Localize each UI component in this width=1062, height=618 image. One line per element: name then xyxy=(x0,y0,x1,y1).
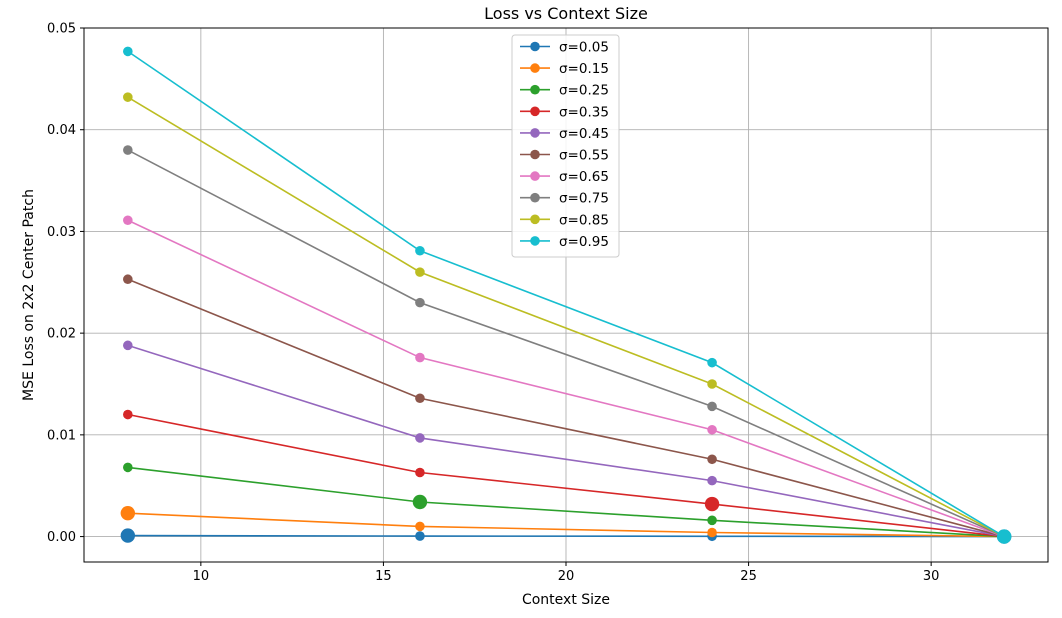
y-tick-label: 0.00 xyxy=(47,530,76,545)
chart-title: Loss vs Context Size xyxy=(484,4,648,23)
series-line xyxy=(127,534,1005,538)
legend-marker xyxy=(530,128,540,138)
y-tick-label: 0.03 xyxy=(47,225,76,240)
legend-label: σ=0.75 xyxy=(559,191,609,207)
highlight-point xyxy=(996,529,1012,544)
y-tick-label: 0.05 xyxy=(47,22,76,37)
series-4 xyxy=(123,340,1009,542)
data-point xyxy=(707,475,717,486)
data-point xyxy=(123,409,133,420)
y-tick-label: 0.01 xyxy=(47,428,76,443)
x-tick-label: 15 xyxy=(375,569,392,584)
legend-label: σ=0.35 xyxy=(559,104,609,120)
legend-label: σ=0.05 xyxy=(559,40,609,56)
legend: σ=0.05 σ=0.15 σ=0.25 σ=0.35 σ=0.45 σ=0.55 σ=0.… xyxy=(511,34,620,258)
data-point xyxy=(707,379,717,389)
data-point xyxy=(707,454,717,465)
legend-label: σ=0.25 xyxy=(559,83,609,99)
legend-item: σ=0.95 xyxy=(520,234,609,250)
data-point xyxy=(415,521,425,532)
legend-marker xyxy=(530,171,540,181)
series-line xyxy=(127,278,1005,538)
legend-marker xyxy=(530,149,540,160)
data-point xyxy=(415,393,425,404)
legend-item: σ=0.45 xyxy=(520,126,609,142)
data-point xyxy=(123,145,133,155)
legend-label: σ=0.65 xyxy=(559,169,609,185)
legend-item: σ=0.55 xyxy=(520,148,609,164)
series-9 xyxy=(123,46,1012,544)
data-point xyxy=(707,401,717,412)
data-point xyxy=(123,462,133,473)
series-line xyxy=(127,219,1005,538)
series-layer xyxy=(120,46,1012,544)
legend-marker xyxy=(530,192,540,203)
data-point xyxy=(415,245,425,256)
data-point xyxy=(123,92,133,102)
y-axis-label: MSE Loss on 2x2 Center Patch xyxy=(21,189,37,401)
highlight-point xyxy=(704,496,720,512)
x-tick-label: 10 xyxy=(193,569,210,584)
legend-marker xyxy=(530,106,540,117)
ticks-layer: 10 15 20 25 30 0.00 0.01 0.02 0.03 0.04 0.05 xyxy=(47,22,939,585)
legend-item: σ=0.65 xyxy=(520,169,609,185)
x-axis-label: Context Size xyxy=(522,592,610,608)
legend-item: σ=0.85 xyxy=(520,212,609,228)
data-point xyxy=(415,433,425,443)
highlight-point xyxy=(120,528,136,543)
highlight-point xyxy=(120,505,136,521)
legend-label: σ=0.45 xyxy=(559,126,609,142)
y-tick-label: 0.02 xyxy=(47,327,76,342)
legend-item: σ=0.25 xyxy=(520,83,609,99)
series-line xyxy=(127,413,1005,538)
data-point xyxy=(415,267,425,277)
y-tick-label: 0.04 xyxy=(47,123,76,138)
legend-label: σ=0.95 xyxy=(559,234,609,250)
x-tick-label: 25 xyxy=(740,569,757,584)
data-point xyxy=(123,340,133,351)
data-point xyxy=(707,515,717,526)
x-tick-label: 30 xyxy=(923,569,940,584)
series-line xyxy=(127,466,1005,538)
data-point xyxy=(415,352,425,363)
legend-item: σ=0.05 xyxy=(520,40,609,56)
legend-label: σ=0.15 xyxy=(559,61,609,77)
data-point xyxy=(707,527,717,538)
legend-item: σ=0.75 xyxy=(520,191,609,207)
data-point xyxy=(707,357,717,368)
legend-marker xyxy=(530,41,540,52)
x-tick-label: 20 xyxy=(558,569,575,584)
data-point xyxy=(415,297,425,308)
legend-item: σ=0.15 xyxy=(520,61,609,77)
series-line xyxy=(127,512,1005,538)
legend-marker xyxy=(530,236,540,246)
highlight-point xyxy=(412,494,428,510)
series-line xyxy=(127,50,1005,538)
legend-item: σ=0.35 xyxy=(520,104,609,120)
series-line xyxy=(127,149,1005,538)
series-line xyxy=(127,96,1005,538)
data-point xyxy=(123,274,133,285)
legend-marker xyxy=(530,214,540,225)
data-point xyxy=(123,46,133,57)
series-line xyxy=(127,344,1005,538)
data-point xyxy=(415,467,425,478)
legend-marker xyxy=(530,63,540,73)
data-point xyxy=(123,215,133,226)
legend-label: σ=0.85 xyxy=(559,212,609,228)
legend-marker xyxy=(530,84,540,95)
legend-label: σ=0.55 xyxy=(559,148,609,164)
data-point xyxy=(415,531,425,541)
data-point xyxy=(707,424,717,435)
